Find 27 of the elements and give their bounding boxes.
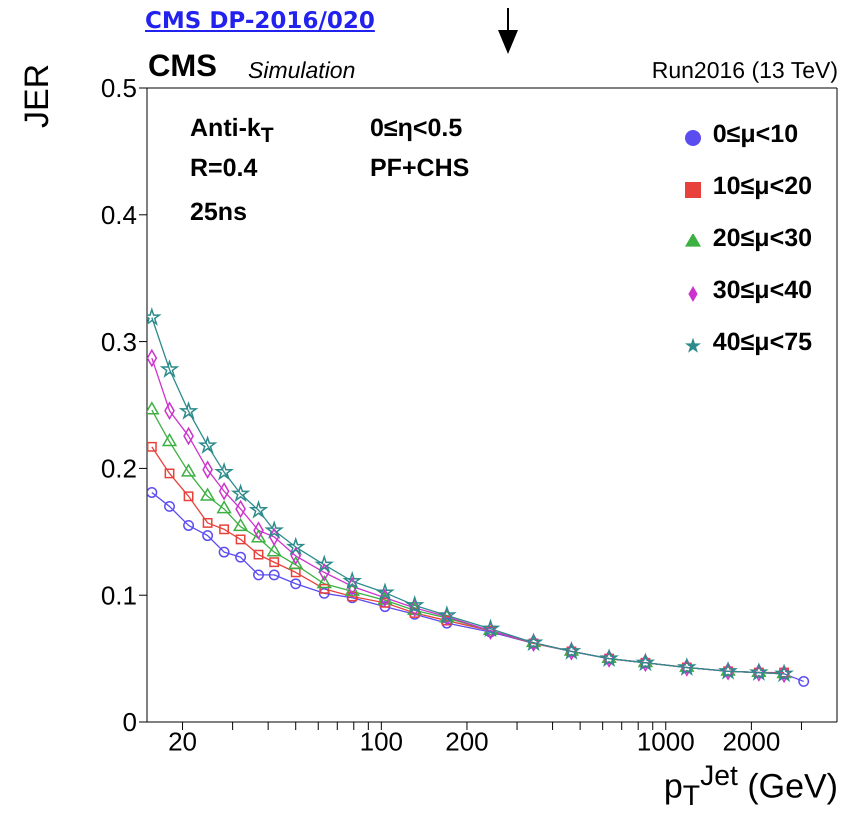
- x-tick-label: 20: [168, 726, 197, 756]
- text: Run2016 (13 TeV): [652, 57, 838, 84]
- x-tick-label: 100: [360, 726, 404, 756]
- annotation: Anti-k$_{T}$: [190, 114, 274, 148]
- legend-label: 40≤μ<75: [712, 328, 812, 356]
- legend-label: 20≤μ<30: [712, 224, 812, 252]
- legend-label: 0≤μ<10: [712, 120, 798, 148]
- y-tick-label: 0.1: [100, 580, 137, 610]
- y-tick-label: 0.5: [100, 73, 137, 104]
- legend-label: 10≤μ<20: [712, 172, 812, 200]
- legend-label: 30≤μ<40: [712, 276, 812, 304]
- x-tick-label: 1000: [636, 726, 695, 756]
- annotation: PF+CHS: [370, 154, 470, 183]
- y-tick-label: 0: [122, 707, 137, 738]
- text: CMS DP-2016/020: [145, 8, 375, 34]
- y-axis-title: JER: [18, 64, 57, 128]
- annotation: 0≤η<0.5: [370, 114, 462, 143]
- x-axis-title: p$_{T}$$^{Jet}$ (GeV): [664, 760, 838, 814]
- x-tick-label: 2000: [722, 726, 780, 756]
- annotation: R=0.4: [190, 154, 258, 183]
- y-tick-label: 0.3: [100, 326, 137, 357]
- x-tick-label: 200: [445, 726, 489, 756]
- text: CMS: [148, 48, 217, 84]
- y-tick-label: 0.4: [100, 200, 137, 230]
- y-tick-label: 0.2: [100, 454, 137, 484]
- annotation: 25ns: [190, 198, 247, 227]
- text: Simulation: [248, 57, 356, 84]
